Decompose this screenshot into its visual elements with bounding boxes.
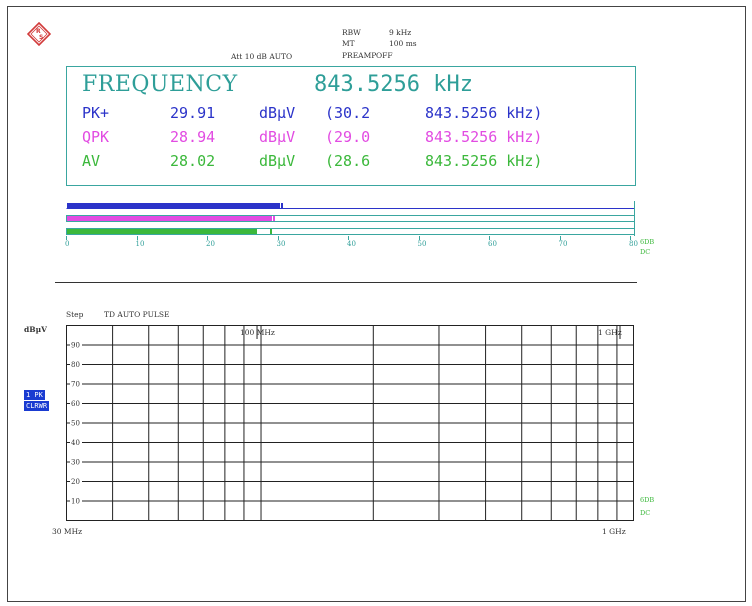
marker-100mhz: 100 MHz [240,328,275,337]
level-bar-peak-marker [272,216,275,221]
bar-unit-bottom: DC [640,248,651,256]
trace-badge[interactable]: 1 PK [24,390,45,400]
preamp-value: OFF [376,51,393,60]
mt-value: 100 ms [389,39,417,48]
rohde-schwarz-logo-icon: R S [27,22,51,46]
detector-av-max: (28.6 [325,152,371,170]
detector-av-name: AV [82,152,101,170]
chart-ytick-label: 50 [71,420,80,428]
bar-scale-tickmark [136,236,138,240]
bar-scale-tick: 60 [488,240,497,248]
display-frame [7,6,746,602]
detector-av-unit: dBµV [259,152,296,170]
chart-ytick-label: 70 [71,381,80,389]
svg-text:S: S [39,34,43,41]
detector-av-freq: 843.5256 kHz) [425,152,543,170]
bar-scale-tick: 0 [65,240,70,248]
bar-scale-tick: 10 [135,240,145,248]
svg-text:R: R [36,28,41,35]
level-bar-pk [66,202,635,209]
detector-qpk-freq: 843.5256 kHz) [425,128,543,146]
chart-ytick-label: 80 [71,361,80,369]
x-end-label: 1 GHz [602,527,626,536]
level-bar-fill [67,229,257,234]
preamp-label: PREAMP [342,51,377,60]
attenuation-text: Att 10 dB AUTO [231,52,293,61]
bar-scale-tickmark [348,236,349,240]
rbw-label: RBW [342,28,361,37]
bar-scale-tick: 20 [206,240,215,248]
level-bar-fill [67,216,273,221]
bar-scale-tickmark [277,236,279,240]
detector-pk-level: 29.91 [170,104,216,122]
y-unit-label: dBµV [24,325,47,334]
chart-ytick-label: 20 [71,478,80,486]
bar-scale-tickmark [630,236,631,240]
chart-ytick-label: 90 [71,342,80,350]
frequency-panel [66,66,636,186]
chart-ytick-label: 40 [71,439,80,447]
bar-scale-tick: 40 [347,240,356,248]
chart-ytick-label: 30 [71,459,80,467]
scan-unit-bottom: DC [640,509,651,517]
bar-end-tick [634,201,635,236]
bar-scale-tickmark [489,236,490,240]
step-text: Step [66,310,84,319]
bar-scale-tickmark [66,236,67,240]
bar-scale-tickmark [418,236,420,240]
trace-mode-badge[interactable]: CLRWR [24,401,50,411]
bar-scale-tick: 30 [276,240,286,248]
detector-qpk-max: (29.0 [325,128,371,146]
detector-pk-unit: dBµV [259,104,296,122]
chart-ytick-label: 60 [71,400,80,408]
mode-text: TD AUTO PULSE [104,310,170,319]
detector-av-level: 28.02 [170,152,216,170]
level-bar-av [66,228,635,235]
section-divider [55,282,637,283]
detector-pk-freq: 843.5256 kHz) [425,104,543,122]
bar-scale-tick: 50 [417,240,427,248]
level-bar-fill [67,203,280,208]
detector-qpk-name: QPK [82,128,110,146]
level-bar-peak-marker [269,229,272,234]
bar-scale-tick: 70 [558,240,568,248]
mt-label: MT [342,39,355,48]
level-bar-qpk [66,215,635,222]
bar-scale-tickmark [207,236,208,240]
scan-unit-top: 6DB [640,496,655,504]
detector-pk-name: PK+ [82,104,110,122]
detector-pk-max: (30.2 [325,104,371,122]
marker-1ghz: 1 GHz [598,328,622,337]
x-start-label: 30 MHz [52,527,83,536]
bar-unit-top: 6DB [640,238,655,246]
frequency-value: 843.5256 kHz [314,72,473,97]
detector-qpk-unit: dBµV [259,128,296,146]
scan-chart: 90 80 70 60 50 40 30 20 10 [66,325,634,521]
bar-scale-tick: 80 [629,240,638,248]
detector-qpk-level: 28.94 [170,128,216,146]
chart-ytick-label: 10 [71,498,80,506]
rbw-value: 9 kHz [389,28,412,37]
bar-scale-tickmark [559,236,561,240]
frequency-label: FREQUENCY [82,72,238,97]
level-bar-peak-marker [281,203,284,208]
